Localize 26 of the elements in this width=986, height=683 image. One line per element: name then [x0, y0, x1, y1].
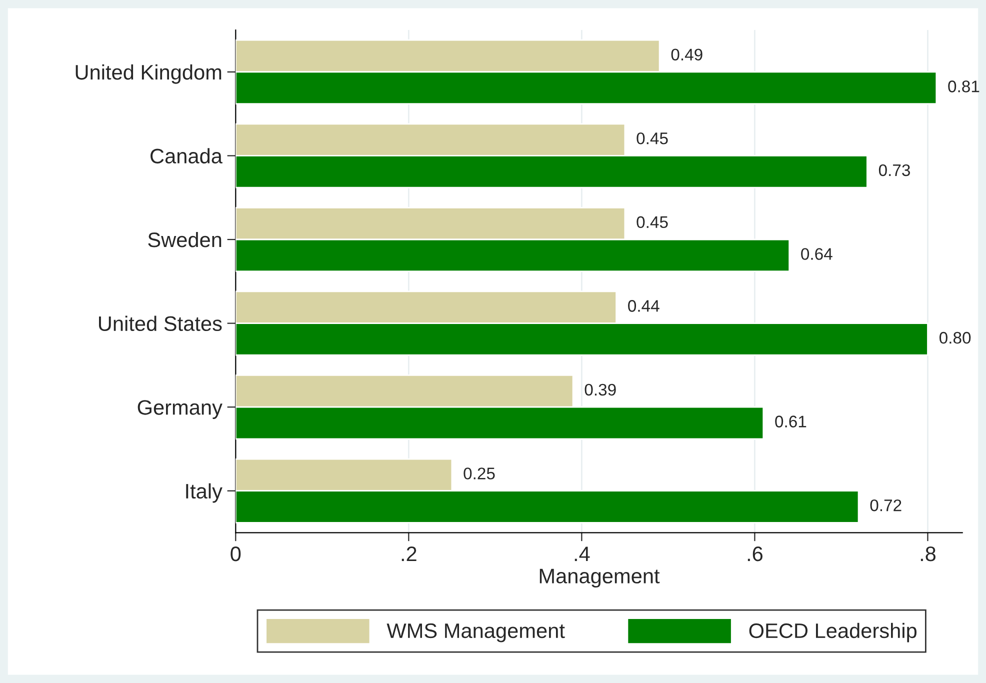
- y-tick-label: United Kingdom: [76, 64, 222, 84]
- data-label: 0.73: [878, 164, 910, 176]
- x-tick-label: 0: [230, 546, 241, 562]
- x-tick-label: .2: [402, 546, 416, 562]
- data-label: 0.25: [464, 468, 495, 480]
- legend-label: WMS Management: [386, 623, 565, 642]
- legend-label: OECD Leadership: [749, 622, 916, 642]
- y-tick-label: Canada: [150, 148, 222, 164]
- y-tick-label: United States: [99, 316, 222, 332]
- data-label: 0.80: [939, 332, 971, 344]
- data-label: 0.64: [801, 248, 832, 260]
- x-tick-label: .6: [748, 546, 762, 562]
- x-tick-label: .8: [920, 546, 936, 562]
- data-label: 0.61: [775, 416, 806, 428]
- data-label: 0.45: [636, 132, 668, 144]
- data-label: 0.45: [636, 216, 668, 228]
- data-label: 0.81: [948, 80, 980, 92]
- y-tick-label: Germany: [138, 400, 222, 419]
- data-label: 0.49: [671, 48, 702, 60]
- data-label: 0.39: [584, 384, 616, 396]
- x-axis-title: Management: [540, 568, 660, 588]
- x-tick-label: .4: [574, 546, 590, 562]
- y-tick-label: Sweden: [148, 232, 222, 248]
- data-label: 0.44: [628, 300, 660, 312]
- y-tick-label: Italy: [186, 483, 222, 503]
- data-label: 0.72: [870, 499, 902, 512]
